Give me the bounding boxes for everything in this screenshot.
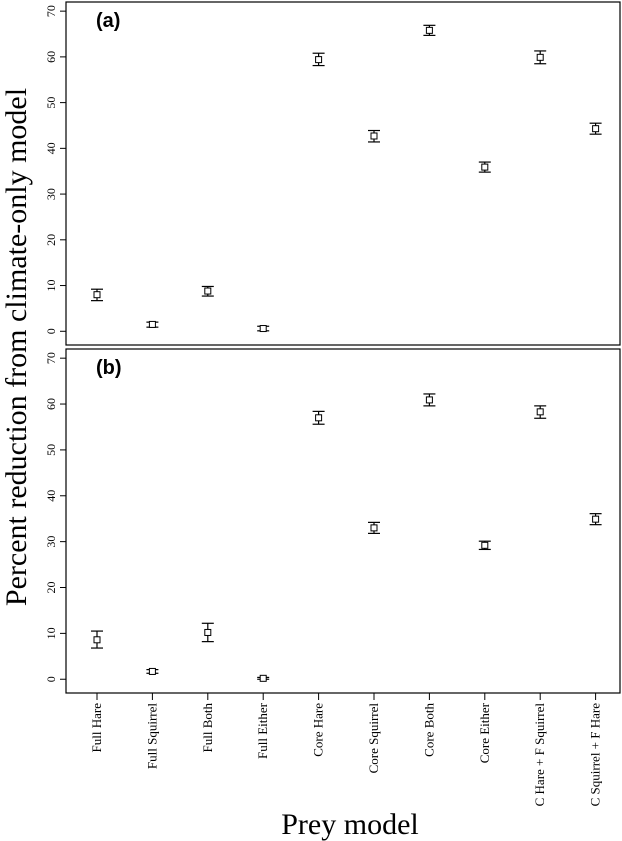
data-point xyxy=(478,540,491,551)
point-marker xyxy=(148,320,156,328)
plot-frame xyxy=(65,1,621,346)
y-tick-label: 50 xyxy=(44,97,58,109)
data-point xyxy=(423,24,436,36)
x-tick-label: Full Both xyxy=(200,703,215,753)
panel-label: (a) xyxy=(96,10,120,32)
x-tick-label: C Squirrel + F Hare xyxy=(588,703,603,807)
y-tick-label: 40 xyxy=(44,490,58,502)
point-marker xyxy=(481,163,489,171)
point-marker xyxy=(93,636,101,644)
y-tick-label: 10 xyxy=(44,280,58,292)
point-marker xyxy=(425,396,433,404)
data-point xyxy=(534,405,547,419)
panel-b: (b) 0 10 20 30 40 50 60 70 Full Hare Full Squirrel… xyxy=(44,348,621,807)
y-tick-label: 30 xyxy=(44,536,58,548)
point-marker xyxy=(536,53,544,61)
data-point xyxy=(478,161,491,173)
y-tick-label: 30 xyxy=(44,188,58,200)
point-marker xyxy=(592,515,600,523)
y-tick-label: 60 xyxy=(44,51,58,63)
point-marker xyxy=(315,56,323,64)
y-tick-label: 0 xyxy=(44,328,58,334)
x-axis-title: Prey model xyxy=(281,808,418,841)
point-marker xyxy=(259,325,267,333)
panel-label: (b) xyxy=(96,357,122,379)
y-tick-label: 40 xyxy=(44,142,58,154)
data-point xyxy=(312,410,325,425)
y-tick-label: 0 xyxy=(44,676,58,682)
point-marker xyxy=(370,132,378,140)
point-marker xyxy=(259,674,267,682)
y-tick-label: 60 xyxy=(44,398,58,410)
data-point xyxy=(91,288,103,302)
y-axis-title: Percent reduction from climate-only mode… xyxy=(0,88,33,606)
x-tick-label: Full Hare xyxy=(89,703,104,753)
point-marker xyxy=(425,26,433,34)
data-point xyxy=(368,129,380,143)
data-point xyxy=(368,521,380,534)
data-point xyxy=(201,285,214,297)
point-marker xyxy=(204,287,212,295)
data-point xyxy=(312,52,325,67)
x-tick-label: Core Hare xyxy=(311,703,326,757)
plot-frame xyxy=(65,348,621,694)
x-tick-label: Core Squirrel xyxy=(366,703,381,774)
point-marker xyxy=(315,414,323,422)
data-point xyxy=(146,320,159,328)
y-tick-label: 10 xyxy=(44,627,58,639)
panels: (a) 0 10 20 30 40 50 60 70 (b) 0 10 20 30 40 50 60 70 Full… xyxy=(44,1,621,807)
data-point xyxy=(146,667,159,675)
y-tick-label: 20 xyxy=(44,582,58,594)
x-tick-label: Core Either xyxy=(477,702,492,763)
x-tick-label: Full Either xyxy=(255,702,270,759)
data-point xyxy=(534,50,547,65)
data-point xyxy=(423,393,436,407)
point-marker xyxy=(481,541,489,549)
data-point xyxy=(201,622,214,643)
data-point xyxy=(257,674,270,682)
point-marker xyxy=(592,125,600,133)
point-marker xyxy=(148,667,156,675)
data-point xyxy=(589,122,602,135)
point-marker xyxy=(536,408,544,416)
point-marker xyxy=(93,291,101,299)
data-point xyxy=(589,513,602,526)
y-tick-label: 20 xyxy=(44,234,58,246)
point-marker xyxy=(370,524,378,532)
data-point xyxy=(257,325,270,333)
y-tick-label: 70 xyxy=(44,352,58,364)
y-tick-label: 50 xyxy=(44,444,58,456)
y-tick-label: 70 xyxy=(44,5,58,17)
data-point xyxy=(91,630,103,649)
x-tick-label: Core Both xyxy=(421,703,436,757)
x-tick-label: C Hare + F Squirrel xyxy=(532,703,547,807)
x-tick-label: Full Squirrel xyxy=(144,703,159,769)
point-marker xyxy=(204,628,212,636)
panel-a: (a) 0 10 20 30 40 50 60 70 xyxy=(44,1,621,346)
